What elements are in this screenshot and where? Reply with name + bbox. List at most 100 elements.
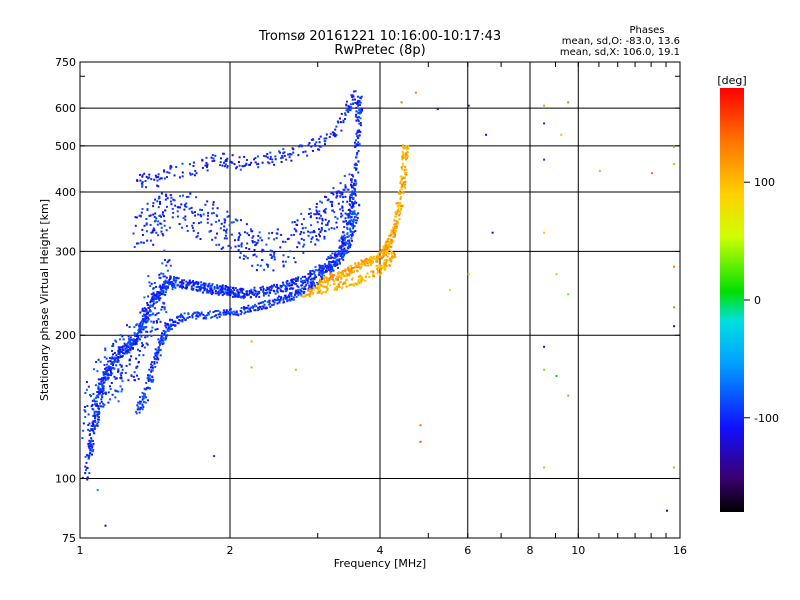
data-point <box>342 242 345 245</box>
data-point <box>234 218 237 221</box>
data-point <box>222 313 225 316</box>
data-point <box>100 400 103 403</box>
data-point <box>97 385 100 388</box>
data-point <box>97 378 100 381</box>
data-point <box>309 273 312 276</box>
data-point <box>171 328 173 331</box>
data-point <box>353 210 356 213</box>
data-point <box>102 372 105 375</box>
data-point <box>279 288 282 291</box>
data-point <box>313 282 315 285</box>
data-point <box>297 286 300 289</box>
data-point <box>404 186 407 189</box>
data-point <box>268 299 271 302</box>
data-point <box>271 161 274 164</box>
data-point <box>257 306 259 309</box>
data-point <box>128 339 131 341</box>
data-point <box>262 301 265 304</box>
data-point <box>363 279 366 282</box>
data-point <box>329 270 332 273</box>
data-point <box>155 297 158 300</box>
data-point <box>348 198 351 201</box>
data-point <box>330 192 333 194</box>
data-point <box>331 131 334 134</box>
data-point <box>393 255 396 258</box>
data-point <box>146 377 149 380</box>
data-point <box>386 250 389 253</box>
data-point <box>346 226 349 229</box>
data-point <box>340 248 343 250</box>
data-point <box>160 226 163 229</box>
data-point <box>355 153 358 156</box>
data-point <box>150 369 153 372</box>
data-point <box>329 273 332 276</box>
data-point <box>395 202 398 205</box>
data-point <box>208 230 211 233</box>
data-point <box>342 275 345 278</box>
data-point <box>322 277 324 279</box>
data-point <box>262 285 264 288</box>
data-point <box>192 287 195 290</box>
data-point <box>209 285 212 287</box>
data-point <box>349 109 352 112</box>
data-point <box>376 268 379 271</box>
data-point <box>84 455 87 458</box>
data-point <box>334 265 337 267</box>
data-point <box>147 378 150 381</box>
data-point <box>318 148 321 151</box>
data-point <box>132 375 135 378</box>
data-point <box>112 360 115 363</box>
data-point <box>141 208 144 210</box>
data-point <box>339 208 342 211</box>
data-point <box>196 289 199 292</box>
data-point <box>356 152 359 154</box>
data-point <box>188 279 191 282</box>
data-point <box>307 288 310 290</box>
data-point <box>314 144 317 147</box>
data-point <box>360 95 363 98</box>
data-point <box>397 210 400 213</box>
data-point <box>151 369 154 372</box>
data-point <box>341 235 343 238</box>
data-point <box>192 229 195 232</box>
data-point <box>324 291 327 293</box>
data-point <box>92 450 94 453</box>
data-point <box>395 227 398 230</box>
data-point <box>218 243 221 246</box>
data-point <box>151 300 154 303</box>
data-point <box>351 239 353 242</box>
data-point <box>146 330 149 333</box>
data-point <box>333 211 336 213</box>
data-point <box>141 315 144 318</box>
data-point <box>284 290 287 293</box>
data-point <box>224 163 227 166</box>
data-point <box>150 379 153 382</box>
data-point <box>193 174 196 177</box>
data-point <box>315 235 318 237</box>
data-point <box>105 357 108 360</box>
data-point <box>398 203 401 206</box>
data-point <box>318 268 321 271</box>
data-point <box>224 234 227 237</box>
data-point <box>398 205 401 208</box>
data-point <box>161 283 164 286</box>
data-point <box>330 268 333 271</box>
data-point <box>358 116 360 119</box>
data-point <box>247 307 250 310</box>
data-point <box>93 431 96 434</box>
data-point <box>163 280 166 283</box>
data-point <box>254 289 257 292</box>
data-point <box>215 314 218 317</box>
data-point <box>333 288 336 291</box>
data-point <box>250 306 253 309</box>
data-point <box>164 287 167 290</box>
data-point <box>97 394 100 397</box>
data-point <box>219 285 221 288</box>
data-point <box>107 391 110 394</box>
data-point <box>292 287 295 290</box>
data-point <box>344 236 347 239</box>
data-point <box>402 152 405 155</box>
data-point <box>302 231 305 234</box>
data-point <box>346 242 349 245</box>
